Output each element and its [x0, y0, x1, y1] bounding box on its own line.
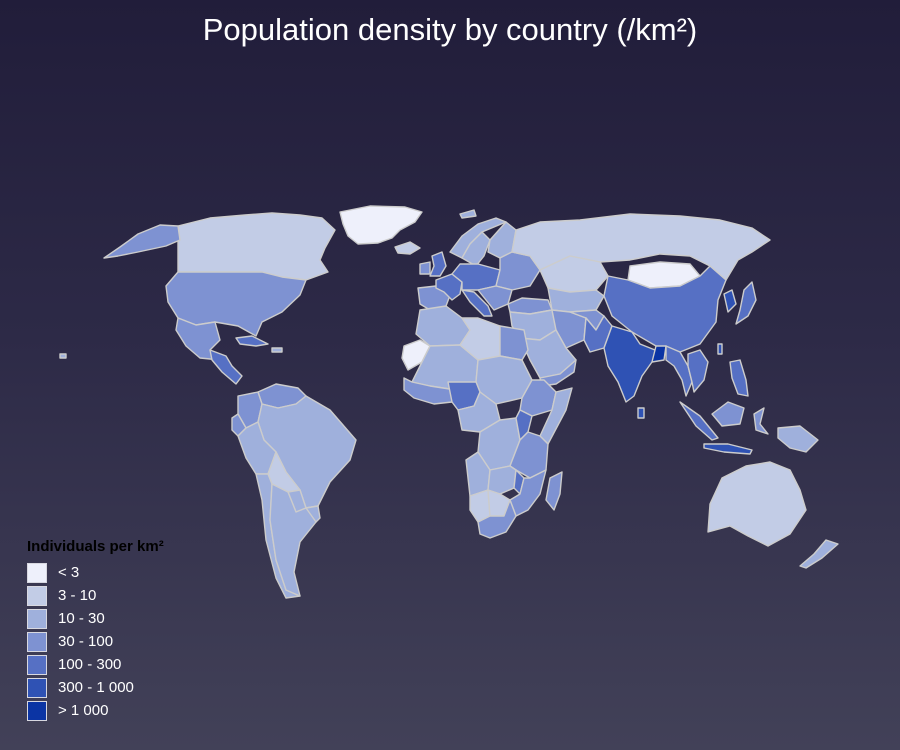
legend-item: 10 - 30 [27, 607, 164, 630]
region-zambia [487, 465, 517, 495]
region-greenland [339, 205, 423, 245]
region-north-africa [415, 305, 471, 347]
region-united-kingdom [429, 251, 447, 277]
region-vietnam [687, 349, 709, 393]
region-uruguay [305, 505, 321, 523]
legend-swatch [27, 562, 47, 583]
region-sri-lanka [637, 407, 645, 419]
region-java [703, 443, 753, 455]
legend-item: 3 - 10 [27, 584, 164, 607]
legend-label: 3 - 10 [58, 587, 97, 604]
map-title: Population density by country (/km²) [202, 12, 698, 47]
region-south-africa [477, 499, 517, 539]
legend-item: 100 - 300 [27, 653, 164, 676]
region-southeast-asia [665, 345, 693, 397]
region-central-asia [547, 287, 605, 313]
legend-swatch [27, 631, 47, 652]
region-united-states [165, 271, 307, 337]
region-caribbean-islands [271, 347, 283, 353]
region-argentina [269, 483, 319, 597]
region-sumatra [679, 401, 719, 441]
region-bangladesh [651, 345, 667, 363]
legend-swatch [27, 700, 47, 721]
region-taiwan [717, 343, 723, 355]
region-egypt [499, 325, 529, 361]
legend-swatch [27, 677, 47, 698]
region-central-america [209, 349, 243, 385]
region-ireland [419, 261, 431, 275]
legend-title: Individuals per km² [27, 538, 164, 555]
region-philippines [729, 359, 749, 397]
region-iceland [394, 241, 421, 255]
legend-item: 300 - 1 000 [27, 676, 164, 699]
region-canada [177, 212, 336, 281]
legend-label: < 3 [58, 564, 80, 581]
region-hawaii [59, 353, 67, 359]
region-new-guinea [777, 425, 819, 453]
region-italy [461, 289, 493, 317]
region-uganda [515, 409, 533, 441]
legend-label: 30 - 100 [58, 633, 114, 650]
legend-item: > 1 000 [27, 699, 164, 722]
legend-label: 300 - 1 000 [58, 679, 134, 696]
legend-swatch [27, 608, 47, 629]
legend-swatch [27, 654, 47, 675]
region-svalbard [459, 209, 477, 219]
legend-label: 100 - 300 [58, 656, 122, 673]
legend-swatch [27, 585, 47, 606]
region-new-zealand [799, 539, 839, 569]
region-borneo [711, 401, 745, 427]
map-legend: Individuals per km² < 3 3 - 10 10 - 30 3… [27, 538, 164, 722]
legend-label: > 1 000 [58, 702, 109, 719]
region-sulawesi [753, 407, 769, 435]
region-japan [735, 281, 757, 325]
legend-label: 10 - 30 [58, 610, 105, 627]
region-korea [723, 289, 737, 313]
legend-item: 30 - 100 [27, 630, 164, 653]
region-cuba [235, 335, 269, 347]
region-alaska [103, 224, 181, 259]
region-india [603, 325, 661, 403]
region-china [603, 265, 727, 353]
region-madagascar [545, 471, 563, 511]
region-central-africa [457, 391, 501, 433]
region-australia [707, 461, 807, 547]
legend-item: < 3 [27, 561, 164, 584]
